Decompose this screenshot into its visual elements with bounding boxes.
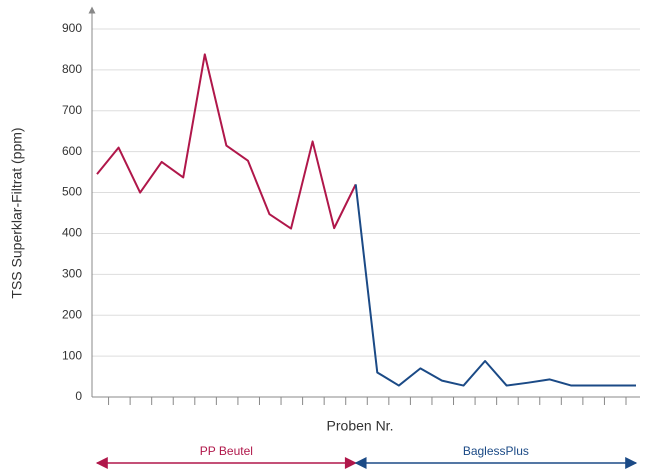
y-tick-label: 800	[62, 62, 82, 76]
range-label: BaglessPlus	[463, 444, 529, 458]
y-tick-label: 600	[62, 144, 82, 158]
y-tick-label: 400	[62, 226, 82, 240]
x-axis-label: Proben Nr.	[327, 418, 394, 434]
y-tick-label: 500	[62, 185, 82, 199]
range-label: PP Beutel	[200, 444, 253, 458]
line-series	[96, 53, 357, 230]
y-axis-label: TSS Superklar-Filtrat (ppm)	[9, 127, 25, 298]
y-tick-label: 700	[62, 103, 82, 117]
line-series	[354, 184, 636, 387]
y-tick-label: 100	[62, 348, 82, 362]
y-tick-label: 0	[75, 389, 82, 403]
y-tick-label: 200	[62, 307, 82, 321]
y-tick-label: 300	[62, 267, 82, 281]
y-tick-label: 900	[62, 21, 82, 35]
